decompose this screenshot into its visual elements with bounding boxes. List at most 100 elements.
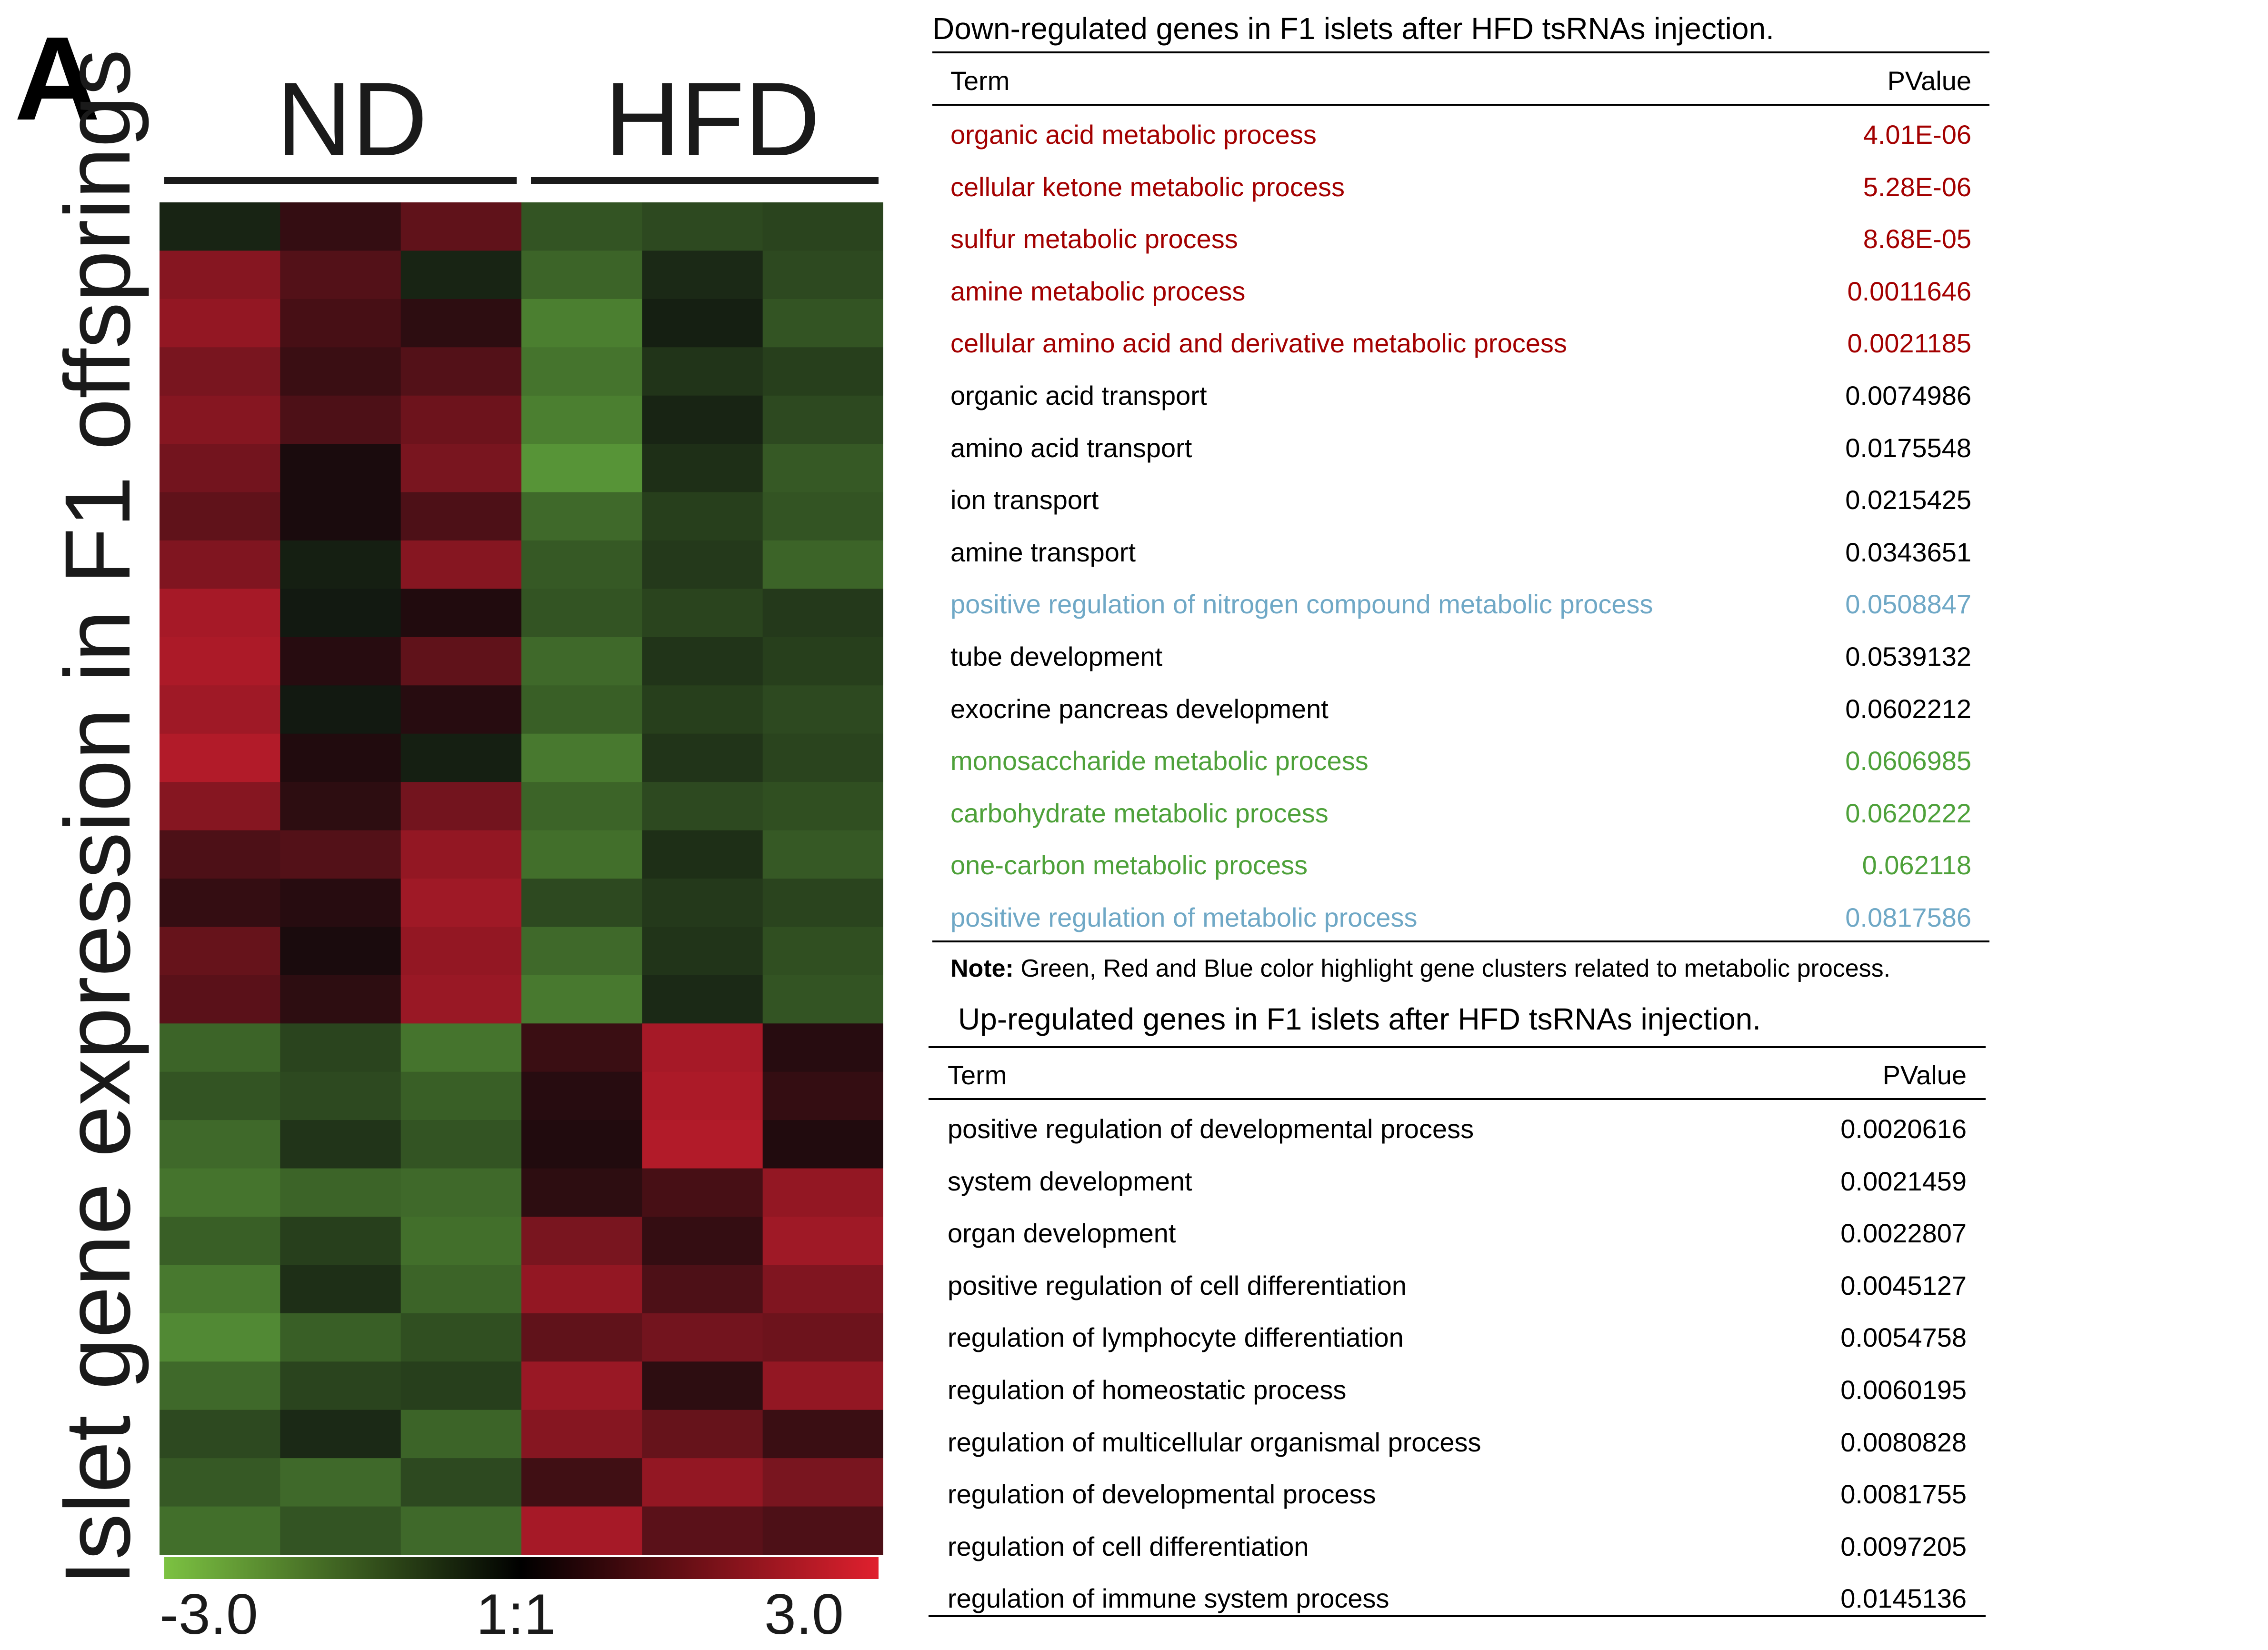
heatmap-cell — [160, 637, 280, 686]
heatmap-cell — [400, 1217, 522, 1265]
heatmap-cell — [521, 1313, 642, 1362]
down_table-term: positive regulation of metabolic process — [950, 902, 1418, 932]
heatmap-cell — [280, 1313, 401, 1362]
colorbar — [164, 1557, 879, 1579]
heatmap-cell — [521, 1217, 642, 1265]
heatmap-cell — [280, 1265, 401, 1314]
heatmap-cell — [642, 1361, 763, 1410]
heatmap-cell — [762, 1168, 883, 1217]
heatmap-cell — [280, 830, 401, 879]
heatmap-cell — [160, 1023, 280, 1072]
heatmap-cell — [280, 540, 401, 589]
heatmap-cell — [642, 733, 763, 782]
up_table-term: regulation of multicellular organismal p… — [948, 1427, 1481, 1457]
down_table-pvalue: 0.0175548 — [1845, 432, 1971, 463]
down_table-pvalue: 0.0343651 — [1845, 537, 1971, 567]
heatmap-cell — [762, 733, 883, 782]
up_table-term: regulation of homeostatic process — [948, 1375, 1347, 1405]
heatmap-cell — [521, 830, 642, 879]
down_table-term: organic acid metabolic process — [950, 120, 1317, 150]
heatmap-cell — [160, 444, 280, 493]
heatmap-cell — [400, 202, 522, 251]
up_table-term: system development — [948, 1166, 1192, 1196]
heatmap-cell — [642, 975, 763, 1024]
up_table-term: regulation of developmental process — [948, 1479, 1376, 1510]
heatmap-cell — [642, 250, 763, 300]
heatmap-cell — [521, 975, 642, 1024]
heatmap-cell — [160, 395, 280, 444]
heatmap-cell — [642, 927, 763, 976]
table-note: Note: Green, Red and Blue color highligh… — [950, 956, 1890, 981]
heatmap-cell — [280, 1410, 401, 1459]
heatmap-cell — [400, 685, 522, 734]
heatmap-cell — [762, 1361, 883, 1410]
heatmap-cell — [521, 685, 642, 734]
heatmap-cell — [160, 1120, 280, 1169]
heatmap-cell — [762, 1458, 883, 1507]
down_table-pvalue: 8.68E-05 — [1863, 224, 1971, 254]
heatmap-cell — [280, 299, 401, 348]
heatmap-cell — [400, 1168, 522, 1217]
heatmap-cell — [280, 395, 401, 444]
heatmap-cell — [642, 830, 763, 879]
heatmap-cell — [521, 782, 642, 831]
heatmap-cell — [160, 782, 280, 831]
heatmap-cell — [400, 1023, 522, 1072]
heatmap-cell — [642, 492, 763, 541]
y-axis-label: Islet gene expression in F1 offsprings — [46, 49, 150, 1586]
up_table-term: regulation of lymphocyte differentiation — [948, 1322, 1404, 1353]
heatmap-cell — [280, 589, 401, 638]
up-table-bottom-rule — [929, 1615, 1986, 1617]
down_table-term: monosaccharide metabolic process — [950, 746, 1369, 776]
heatmap-cell — [160, 589, 280, 638]
heatmap-cell — [521, 395, 642, 444]
down-table-pvalue-header: PValue — [1887, 66, 1971, 96]
heatmap-cell — [400, 347, 522, 396]
heatmap-cell — [762, 637, 883, 686]
note-text: Green, Red and Blue color highlight gene… — [1020, 955, 1891, 982]
heatmap-cell — [280, 637, 401, 686]
heatmap-cell — [400, 395, 522, 444]
heatmap-cell — [642, 685, 763, 734]
heatmap-cell — [521, 492, 642, 541]
heatmap-cell — [280, 1217, 401, 1265]
heatmap-cell — [521, 1458, 642, 1507]
heatmap-cell — [521, 202, 642, 251]
heatmap-cell — [280, 250, 401, 300]
panel-letter: A — [14, 12, 100, 145]
heatmap-cell — [400, 1506, 522, 1555]
down_table-pvalue: 0.0606985 — [1845, 746, 1971, 776]
up_table-term: positive regulation of developmental pro… — [948, 1114, 1474, 1144]
heatmap-cell — [762, 202, 883, 251]
heatmap-cell — [642, 1168, 763, 1217]
group-bracket-hfd — [531, 177, 879, 184]
up_table-pvalue: 0.0080828 — [1840, 1427, 1967, 1457]
heatmap-cell — [400, 492, 522, 541]
up_table-pvalue: 0.0097205 — [1840, 1531, 1967, 1561]
up_table-pvalue: 0.0054758 — [1840, 1322, 1967, 1353]
colorbar-mid-label: 1:1 — [476, 1582, 556, 1646]
heatmap-cell — [642, 879, 763, 927]
heatmap-cell — [521, 1361, 642, 1410]
down_table-term: sulfur metabolic process — [950, 224, 1238, 254]
heatmap — [160, 202, 883, 1555]
heatmap-cell — [762, 685, 883, 734]
heatmap-cell — [642, 1313, 763, 1362]
down_table-pvalue: 0.062118 — [1862, 850, 1971, 880]
up_table-pvalue: 0.0020616 — [1840, 1114, 1967, 1144]
heatmap-cell — [160, 492, 280, 541]
heatmap-cell — [280, 1506, 401, 1555]
heatmap-cell — [642, 1023, 763, 1072]
down_table-pvalue: 0.0021185 — [1847, 328, 1971, 359]
heatmap-cell — [280, 1168, 401, 1217]
heatmap-cell — [160, 299, 280, 348]
down_table-pvalue: 0.0817586 — [1845, 902, 1971, 932]
heatmap-cell — [762, 444, 883, 493]
up_table-term: positive regulation of cell differentiat… — [948, 1270, 1407, 1300]
heatmap-cell — [400, 733, 522, 782]
heatmap-cell — [400, 1313, 522, 1362]
heatmap-cell — [762, 250, 883, 300]
heatmap-cell — [400, 299, 522, 348]
heatmap-cell — [400, 1120, 522, 1169]
heatmap-cell — [762, 395, 883, 444]
